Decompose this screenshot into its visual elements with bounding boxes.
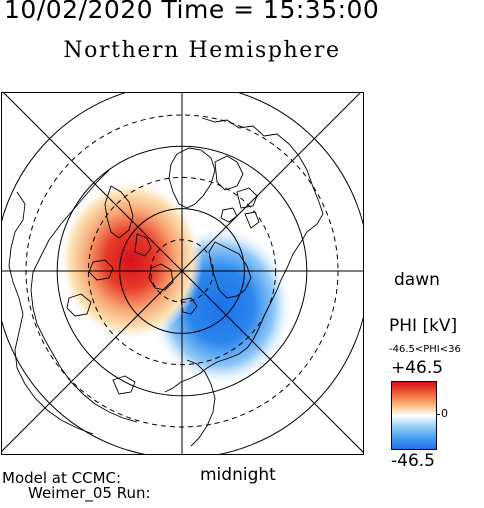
model-label: Model at CCMC: — [2, 469, 122, 487]
coastline-eurasia — [30, 169, 138, 423]
coastlines — [8, 117, 324, 447]
polar-map-svg — [0, 11, 442, 508]
midnight-label: midnight — [200, 465, 276, 485]
coastline-arctic-islands — [214, 155, 260, 229]
dawn-label: dawn — [394, 270, 440, 290]
colorbar-max-label: +46.5 — [391, 358, 444, 378]
colorbar-min-label: -46.5 — [391, 451, 435, 471]
hemisphere-title: Northern Hemisphere — [63, 38, 341, 63]
colorbar-zero-tick — [436, 414, 440, 415]
coastline-greenland — [168, 147, 216, 209]
coastline-north-america — [164, 117, 324, 393]
coastline-siberia-islands — [66, 259, 136, 395]
colorbar-range-text: -46.5<PHI<36 — [389, 344, 461, 355]
coastline-hudson-bay — [208, 241, 252, 299]
colorbar-title: PHI [kV] — [389, 316, 458, 336]
colorbar-zero-label: 0 — [441, 407, 448, 420]
run-label: Weimer_05 Run: — [28, 484, 151, 502]
coastline-alaska — [186, 359, 216, 447]
coastline-inner-arctic — [148, 263, 198, 315]
coastline-far-east — [8, 191, 94, 435]
meridian-line — [0, 86, 367, 454]
date-time-title: 10/02/2020 Time = 15:35:00 — [4, 0, 380, 24]
polar-map — [0, 11, 442, 508]
positive-potential-cell — [58, 179, 203, 341]
colorbar — [391, 381, 437, 450]
